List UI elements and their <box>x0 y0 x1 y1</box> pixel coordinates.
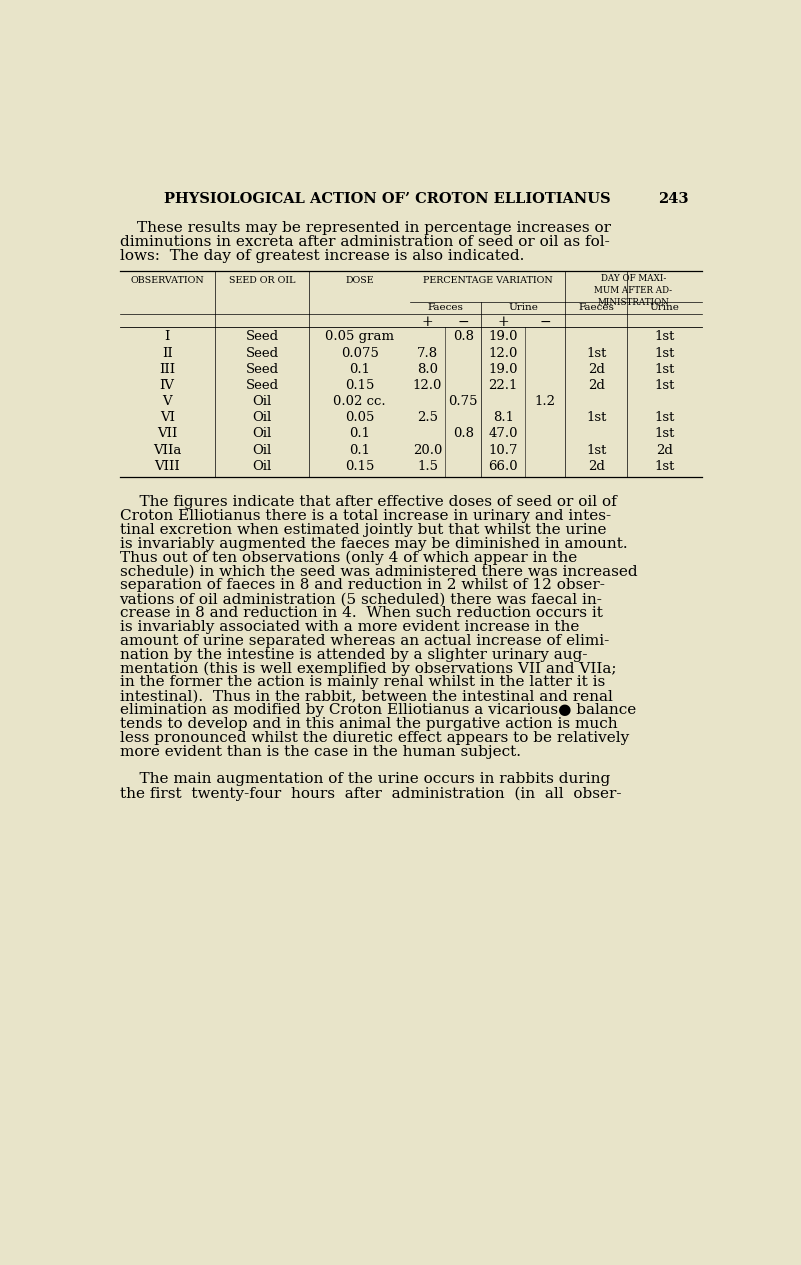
Text: The main augmentation of the urine occurs in rabbits during: The main augmentation of the urine occur… <box>119 773 610 787</box>
Text: Urine: Urine <box>650 304 679 312</box>
Text: 0.75: 0.75 <box>449 395 478 409</box>
Text: 10.7: 10.7 <box>489 444 518 457</box>
Text: 0.15: 0.15 <box>345 380 374 392</box>
Text: less pronounced whilst the diuretic effect appears to be relatively: less pronounced whilst the diuretic effe… <box>119 731 629 745</box>
Text: VI: VI <box>159 411 175 424</box>
Text: 1st: 1st <box>654 459 674 473</box>
Text: III: III <box>159 363 175 376</box>
Text: 66.0: 66.0 <box>489 459 518 473</box>
Text: OBSERVATION: OBSERVATION <box>131 276 204 285</box>
Text: PHYSIOLOGICAL ACTION OF’ CROTON ELLIOTIANUS: PHYSIOLOGICAL ACTION OF’ CROTON ELLIOTIA… <box>163 192 610 206</box>
Text: mentation (this is well exemplified by observations VII and VIIa;: mentation (this is well exemplified by o… <box>119 662 616 676</box>
Text: 0.1: 0.1 <box>349 363 370 376</box>
Text: Seed: Seed <box>246 330 279 343</box>
Text: 19.0: 19.0 <box>489 330 518 343</box>
Text: −: − <box>457 315 469 329</box>
Text: 1st: 1st <box>654 411 674 424</box>
Text: 0.05 gram: 0.05 gram <box>325 330 394 343</box>
Text: lows:  The day of greatest increase is also indicated.: lows: The day of greatest increase is al… <box>119 249 524 263</box>
Text: 2d: 2d <box>588 380 605 392</box>
Text: 1st: 1st <box>654 380 674 392</box>
Text: Oil: Oil <box>252 444 272 457</box>
Text: 0.075: 0.075 <box>340 347 379 359</box>
Text: is invariably associated with a more evident increase in the: is invariably associated with a more evi… <box>119 620 579 634</box>
Text: tends to develop and in this animal the purgative action is much: tends to develop and in this animal the … <box>119 717 617 731</box>
Text: 8.0: 8.0 <box>417 363 438 376</box>
Text: II: II <box>162 347 172 359</box>
Text: 0.15: 0.15 <box>345 459 374 473</box>
Text: Seed: Seed <box>246 380 279 392</box>
Text: nation by the intestine is attended by a slighter urinary aug-: nation by the intestine is attended by a… <box>119 648 587 662</box>
Text: Seed: Seed <box>246 363 279 376</box>
Text: intestinal).  Thus in the rabbit, between the intestinal and renal: intestinal). Thus in the rabbit, between… <box>119 689 613 703</box>
Text: 0.8: 0.8 <box>453 428 473 440</box>
Text: 12.0: 12.0 <box>413 380 442 392</box>
Text: 8.1: 8.1 <box>493 411 513 424</box>
Text: PERCENTAGE VARIATION: PERCENTAGE VARIATION <box>423 276 553 285</box>
Text: tinal excretion when estimated jointly but that whilst the urine: tinal excretion when estimated jointly b… <box>119 522 606 536</box>
Text: more evident than is the case in the human subject.: more evident than is the case in the hum… <box>119 745 521 759</box>
Text: Oil: Oil <box>252 428 272 440</box>
Text: V: V <box>163 395 172 409</box>
Text: Oil: Oil <box>252 459 272 473</box>
Text: 19.0: 19.0 <box>489 363 518 376</box>
Text: Seed: Seed <box>246 347 279 359</box>
Text: SEED OR OIL: SEED OR OIL <box>229 276 296 285</box>
Text: 243: 243 <box>658 192 689 206</box>
Text: 1st: 1st <box>654 347 674 359</box>
Text: −: − <box>539 315 551 329</box>
Text: 0.8: 0.8 <box>453 330 473 343</box>
Text: The figures indicate that after effective doses of seed or oil of: The figures indicate that after effectiv… <box>119 495 616 510</box>
Text: IV: IV <box>159 380 175 392</box>
Text: DOSE: DOSE <box>345 276 374 285</box>
Text: 2d: 2d <box>656 444 673 457</box>
Text: 0.02 cc.: 0.02 cc. <box>333 395 386 409</box>
Text: DAY OF MAXI-
MUM AFTER AD-
MINISTRATION: DAY OF MAXI- MUM AFTER AD- MINISTRATION <box>594 275 672 307</box>
Text: VIII: VIII <box>155 459 180 473</box>
Text: separation of faeces in 8 and reduction in 2 whilst of 12 obser-: separation of faeces in 8 and reduction … <box>119 578 605 592</box>
Text: 22.1: 22.1 <box>489 380 517 392</box>
Text: is invariably augmented the faeces may be diminished in amount.: is invariably augmented the faeces may b… <box>119 536 627 550</box>
Text: 1st: 1st <box>586 411 606 424</box>
Text: 1st: 1st <box>654 330 674 343</box>
Text: amount of urine separated whereas an actual increase of elimi-: amount of urine separated whereas an act… <box>119 634 609 648</box>
Text: 0.05: 0.05 <box>345 411 374 424</box>
Text: Oil: Oil <box>252 411 272 424</box>
Text: 1st: 1st <box>654 428 674 440</box>
Text: 2d: 2d <box>588 459 605 473</box>
Text: +: + <box>422 315 433 329</box>
Text: Thus out of ten observations (only 4 of which appear in the: Thus out of ten observations (only 4 of … <box>119 550 577 565</box>
Text: 47.0: 47.0 <box>489 428 518 440</box>
Text: 1st: 1st <box>586 347 606 359</box>
Text: 20.0: 20.0 <box>413 444 442 457</box>
Text: Croton Elliotianus there is a total increase in urinary and intes-: Croton Elliotianus there is a total incr… <box>119 509 610 524</box>
Text: 1.2: 1.2 <box>534 395 555 409</box>
Text: 2.5: 2.5 <box>417 411 438 424</box>
Text: VIIa: VIIa <box>153 444 181 457</box>
Text: 2d: 2d <box>588 363 605 376</box>
Text: 1st: 1st <box>654 363 674 376</box>
Text: Oil: Oil <box>252 395 272 409</box>
Text: schedule) in which the seed was administered there was increased: schedule) in which the seed was administ… <box>119 564 637 578</box>
Text: Faeces: Faeces <box>578 304 614 312</box>
Text: 12.0: 12.0 <box>489 347 517 359</box>
Text: diminutions in excreta after administration of seed or oil as fol-: diminutions in excreta after administrat… <box>119 235 610 249</box>
Text: 1.5: 1.5 <box>417 459 438 473</box>
Text: 0.1: 0.1 <box>349 444 370 457</box>
Text: These results may be represented in percentage increases or: These results may be represented in perc… <box>137 221 611 235</box>
Text: I: I <box>164 330 170 343</box>
Text: Faeces: Faeces <box>428 304 464 312</box>
Text: elimination as modified by Croton Elliotianus a vicarious● balance: elimination as modified by Croton Elliot… <box>119 703 636 717</box>
Text: 0.1: 0.1 <box>349 428 370 440</box>
Text: crease in 8 and reduction in 4.  When such reduction occurs it: crease in 8 and reduction in 4. When suc… <box>119 606 602 620</box>
Text: 7.8: 7.8 <box>417 347 438 359</box>
Text: 1st: 1st <box>586 444 606 457</box>
Text: +: + <box>497 315 509 329</box>
Text: Urine: Urine <box>509 304 538 312</box>
Text: the first  twenty-four  hours  after  administration  (in  all  obser-: the first twenty-four hours after admini… <box>119 787 621 801</box>
Text: in the former the action is mainly renal whilst in the latter it is: in the former the action is mainly renal… <box>119 676 605 689</box>
Text: vations of oil administration (5 scheduled) there was faecal in-: vations of oil administration (5 schedul… <box>119 592 602 606</box>
Text: VII: VII <box>157 428 177 440</box>
